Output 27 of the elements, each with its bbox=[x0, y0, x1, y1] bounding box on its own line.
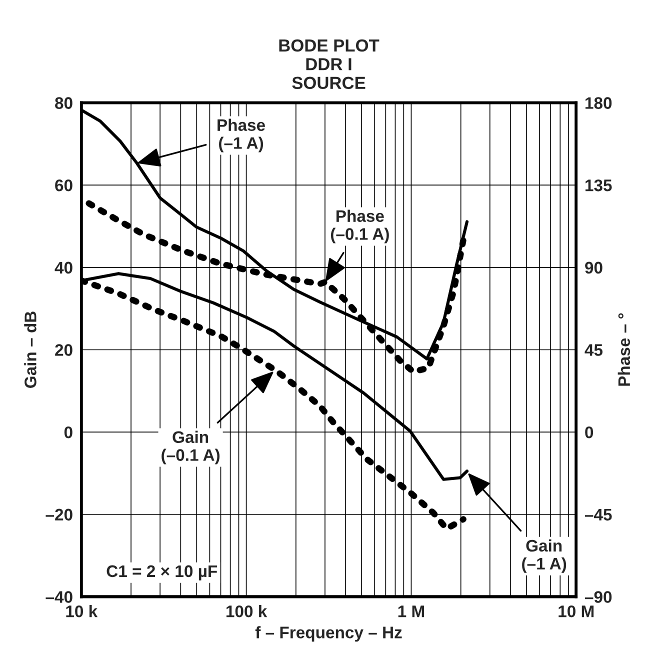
annotation: Phase (–0.1 A) bbox=[330, 210, 389, 244]
chart-title: BODE PLOT DDR I SOURCE bbox=[279, 39, 380, 90]
annotation: Gain (–0.1 A) bbox=[162, 430, 220, 464]
y2-tick-label: 45 bbox=[584, 344, 603, 356]
x-tick-label: 10 k bbox=[66, 605, 98, 618]
y-tick-label: 80 bbox=[55, 97, 72, 109]
y2-axis-title: Phase – ° bbox=[618, 313, 630, 386]
x-axis-title: f – Frequency – Hz bbox=[255, 626, 402, 642]
annotation: Gain (–1 A) bbox=[522, 539, 566, 573]
y-tick-label: 60 bbox=[55, 179, 72, 192]
y-tick-label: 0 bbox=[64, 426, 72, 438]
y2-tick-label: 0 bbox=[585, 426, 594, 438]
y2-tick-label: 135 bbox=[586, 179, 612, 192]
x-tick-label: 100 k bbox=[226, 605, 268, 618]
y-tick-label: –20 bbox=[46, 508, 72, 521]
x-tick-label: 1 M bbox=[398, 606, 424, 618]
y-tick-label: 20 bbox=[55, 344, 72, 356]
y2-tick-label: –90 bbox=[584, 591, 612, 603]
annotation: Phase (–1 A) bbox=[218, 118, 266, 152]
y2-tick-label: 180 bbox=[586, 97, 612, 109]
y-tick-label: –40 bbox=[46, 591, 72, 603]
y-tick-label: 40 bbox=[54, 262, 72, 274]
y2-tick-label: –45 bbox=[584, 508, 612, 521]
y2-tick-label: 90 bbox=[585, 262, 602, 274]
x-tick-label: 10 M bbox=[558, 605, 594, 618]
y-axis-title: Gain – dB bbox=[24, 312, 36, 388]
annotation: C1 = 2 × 10 µF bbox=[106, 565, 218, 580]
